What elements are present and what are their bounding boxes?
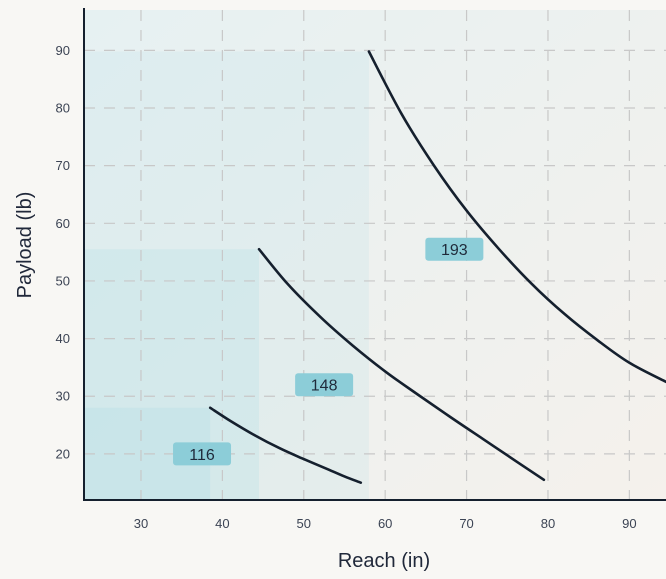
y-tick-label-60: 60 [56,216,70,231]
y-tick-label-70: 70 [56,158,70,173]
x-axis-title: Reach (in) [338,550,430,572]
envelope-region-193 [84,51,369,500]
curve-label-193: 193 [425,237,484,261]
curve-193 [367,50,666,384]
y-tick-label-30: 30 [56,389,70,404]
curve-labels: 116 148 193 [173,237,484,466]
x-tick-label-70: 70 [459,516,473,531]
curve-label-116: 116 [173,442,232,466]
curves-layer [208,50,666,484]
y-tick-label-90: 90 [56,43,70,58]
y-tick-label-80: 80 [56,101,70,116]
curve-label-text-116: 116 [189,447,215,464]
curve-label-text-148: 148 [311,378,338,395]
y-axis-title: Payload (lb) [14,192,36,299]
y-tick-label-20: 20 [56,446,70,461]
x-tick-label-90: 90 [622,516,636,531]
curve-116 [208,406,363,484]
y-tick-label-50: 50 [56,273,70,288]
curve-label-148: 148 [295,373,354,397]
curve-label-badge-116 [173,442,232,466]
envelope-regions [84,51,369,500]
x-tick-label-40: 40 [215,516,229,531]
plot-background [84,10,666,500]
curve-label-text-193: 193 [441,242,468,259]
x-tick-label-30: 30 [134,516,148,531]
x-tick-label-80: 80 [541,516,555,531]
curve-label-badge-193 [425,237,484,261]
y-tick-label-40: 40 [56,331,70,346]
axes-layer [83,8,666,501]
curve-label-badge-148 [295,373,354,397]
grid-lines [84,10,666,500]
x-tick-label-60: 60 [378,516,392,531]
tick-labels: 30 40 50 60 70 80 90 20 30 40 50 60 70 80 90 [56,43,637,531]
x-tick-label-50: 50 [297,516,311,531]
curve-148 [257,247,546,482]
